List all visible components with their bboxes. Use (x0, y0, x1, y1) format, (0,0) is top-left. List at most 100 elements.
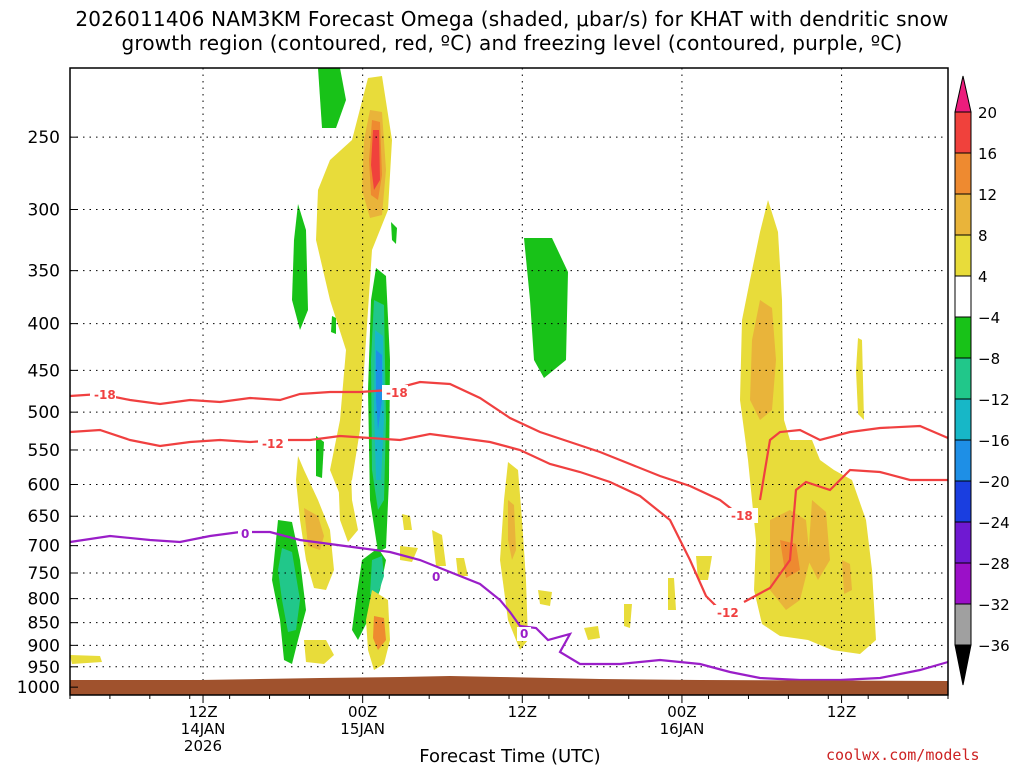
colorbar-swatch (954, 111, 972, 154)
colorbar: 20 16 12 8 4 −4 −8 −12 −16 −20 −24 −28 −32 −36 (954, 75, 1010, 686)
y-tick-label: 850 (28, 614, 60, 634)
x-tick-label: 00Z (348, 703, 377, 721)
label-bg (382, 385, 408, 400)
colorbar-label: 20 (978, 104, 997, 122)
omega-region (740, 200, 876, 654)
omega-region (856, 338, 864, 420)
contour-label-zero: 0 (520, 627, 528, 641)
contour-labels: -18 -18 -18 -12 -12 0 0 0 (90, 385, 758, 641)
chart-title-line2: growth region (contoured, red, ºC) and f… (121, 31, 903, 55)
omega-region (668, 578, 676, 610)
omega-region (584, 626, 600, 640)
label-bg (258, 436, 288, 451)
x-tick-label: 16JAN (660, 720, 705, 738)
ground-terrain (70, 676, 948, 695)
colorbar-label: −20 (978, 473, 1010, 491)
colorbar-swatch (954, 521, 972, 564)
x-tick-label: 2026 (184, 737, 222, 755)
x-tick-label: 12Z (827, 703, 856, 721)
label-bg (238, 526, 252, 541)
dendritic-contour-minus18 (758, 424, 949, 501)
x-tick-label: 15JAN (340, 720, 385, 738)
x-tick-label: 14JAN (181, 720, 226, 738)
omega-region (331, 316, 336, 334)
y-tick-label: 450 (28, 361, 60, 381)
colorbar-swatch (954, 316, 972, 359)
omega-region (316, 436, 324, 478)
omega-region (292, 204, 308, 330)
y-tick-label: 300 (28, 201, 60, 221)
colorbar-label: 4 (978, 268, 988, 286)
y-tick-label: 650 (28, 507, 60, 527)
y-axis: 2503003504004505005506006507007508008509… (17, 128, 78, 698)
y-tick-label: 900 (28, 636, 60, 656)
dendritic-contour-minus12 (743, 468, 948, 603)
x-tick-label: 00Z (667, 703, 696, 721)
colorbar-label: 12 (978, 186, 997, 204)
omega-region (432, 530, 446, 566)
label-bg (90, 387, 116, 402)
colorbar-label: −36 (978, 637, 1010, 655)
colorbar-label: −28 (978, 555, 1010, 573)
contour-label-minus18: -18 (386, 386, 408, 400)
omega-region (524, 238, 568, 378)
omega-region (696, 556, 712, 580)
colorbar-label: −12 (978, 391, 1010, 409)
x-tick-label: 12Z (188, 703, 217, 721)
omega-region (304, 640, 334, 664)
colorbar-label: −8 (978, 350, 1000, 368)
grid (70, 68, 948, 695)
y-tick-label: 600 (28, 475, 60, 495)
omega-region (304, 508, 324, 550)
omega-region (624, 604, 632, 628)
contour-label-zero: 0 (241, 527, 249, 541)
y-tick-label: 250 (28, 128, 60, 148)
contour-label-zero: 0 (432, 570, 440, 584)
colorbar-label: 8 (978, 227, 988, 245)
colorbar-swatch (954, 603, 972, 646)
omega-region (456, 558, 468, 576)
colorbar-bottom-arrow (954, 644, 972, 686)
label-bg (517, 627, 531, 641)
y-tick-label: 800 (28, 590, 60, 610)
colorbar-swatch (954, 152, 972, 195)
dendritic-contour-minus12 (69, 428, 717, 607)
colorbar-label: −4 (978, 309, 1000, 327)
contour-label-minus12: -12 (262, 437, 284, 451)
y-tick-label: 1000 (17, 678, 60, 698)
colorbar-swatch (954, 193, 972, 236)
omega-region (278, 548, 300, 632)
omega-region (318, 68, 346, 128)
colorbar-swatch (954, 357, 972, 400)
omega-region (508, 500, 516, 560)
colorbar-swatch (954, 480, 972, 523)
colorbar-swatch (954, 439, 972, 482)
omega-region (402, 514, 412, 530)
contour-label-minus12: -12 (717, 606, 739, 620)
y-tick-label: 400 (28, 315, 60, 335)
colorbar-swatch (954, 398, 972, 441)
omega-region (808, 500, 830, 580)
y-tick-label: 350 (28, 262, 60, 282)
omega-region (371, 130, 380, 190)
omega-region (750, 300, 776, 420)
y-tick-label: 950 (28, 658, 60, 678)
credit-link[interactable]: coolwx.com/models (826, 746, 980, 764)
x-tick-label: 12Z (508, 703, 537, 721)
omega-shading (70, 68, 876, 670)
y-tick-label: 700 (28, 537, 60, 557)
omega-region (338, 430, 358, 542)
x-axis-title: Forecast Time (UTC) (419, 746, 601, 767)
y-tick-label: 750 (28, 564, 60, 584)
omega-region (70, 655, 102, 664)
colorbar-label: −24 (978, 514, 1010, 532)
omega-region (842, 560, 852, 594)
label-bg (714, 605, 746, 620)
colorbar-label: −32 (978, 596, 1010, 614)
omega-region (370, 556, 384, 600)
colorbar-label: 16 (978, 145, 997, 163)
colorbar-label: −16 (978, 432, 1010, 450)
colorbar-swatch (954, 275, 972, 318)
